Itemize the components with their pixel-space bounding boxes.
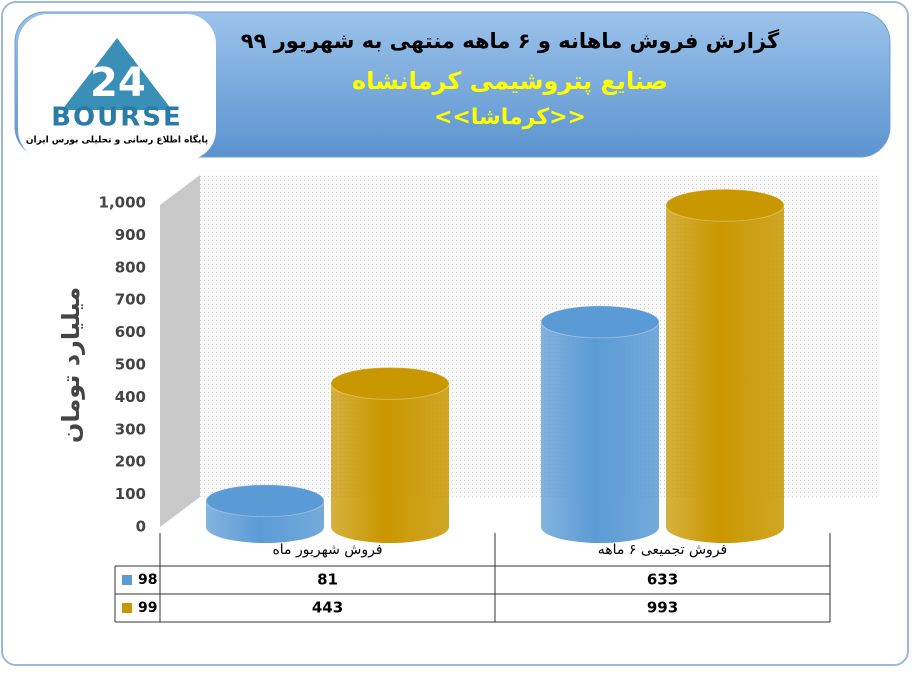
cylinder-top bbox=[330, 366, 450, 400]
y-tick-label: 200 bbox=[115, 453, 146, 471]
cylinder-top bbox=[665, 188, 785, 222]
x-tick-label: فروش تجمیعی ۶ ماهه bbox=[598, 542, 727, 558]
table-value: 81 bbox=[317, 571, 338, 589]
table-value: 993 bbox=[647, 599, 678, 617]
y-tick-label: 700 bbox=[115, 291, 146, 309]
cylinder-top bbox=[205, 484, 325, 518]
y-tick-label: 500 bbox=[115, 356, 146, 374]
cylinder-bar bbox=[666, 205, 784, 543]
legend-label: 99 bbox=[138, 600, 157, 616]
side-wall bbox=[160, 175, 200, 527]
logo-tagline: پایگاه اطلاع رسانی و تحلیلی بورس ایران bbox=[26, 134, 208, 146]
cylinder-top bbox=[540, 305, 660, 339]
cylinder-bar bbox=[541, 321, 659, 543]
y-tick-label: 800 bbox=[115, 258, 146, 276]
y-axis-label: میلیارد تومان bbox=[57, 287, 85, 443]
legend-label: 98 bbox=[138, 572, 157, 588]
logo-mark: 24 bbox=[90, 60, 146, 106]
table-value: 633 bbox=[647, 571, 678, 589]
y-tick-label: 400 bbox=[115, 388, 146, 406]
y-tick-label: 0 bbox=[136, 518, 146, 536]
logo-shape bbox=[62, 38, 172, 110]
company-name: <<کرماشا>> bbox=[434, 105, 586, 130]
table-value: 443 bbox=[312, 599, 343, 617]
legend-swatch bbox=[122, 603, 132, 613]
y-tick-label: 900 bbox=[115, 226, 146, 244]
chart-subtitle: صنایع پتروشیمی کرمانشاه bbox=[352, 67, 668, 95]
chart-title: گزارش فروش ماهانه و ۶ ماهه منتهی به شهری… bbox=[241, 28, 780, 53]
header-box bbox=[14, 11, 891, 158]
y-tick-label: 300 bbox=[115, 420, 146, 438]
y-tick-label: 1,000 bbox=[99, 194, 146, 212]
y-tick-label: 600 bbox=[115, 323, 146, 341]
logo-text: BOURSE bbox=[51, 103, 183, 133]
y-tick-label: 100 bbox=[115, 485, 146, 503]
x-tick-label: فروش شهریور ماه bbox=[272, 542, 382, 558]
legend-swatch bbox=[122, 575, 132, 585]
cylinder-bar bbox=[331, 383, 449, 543]
